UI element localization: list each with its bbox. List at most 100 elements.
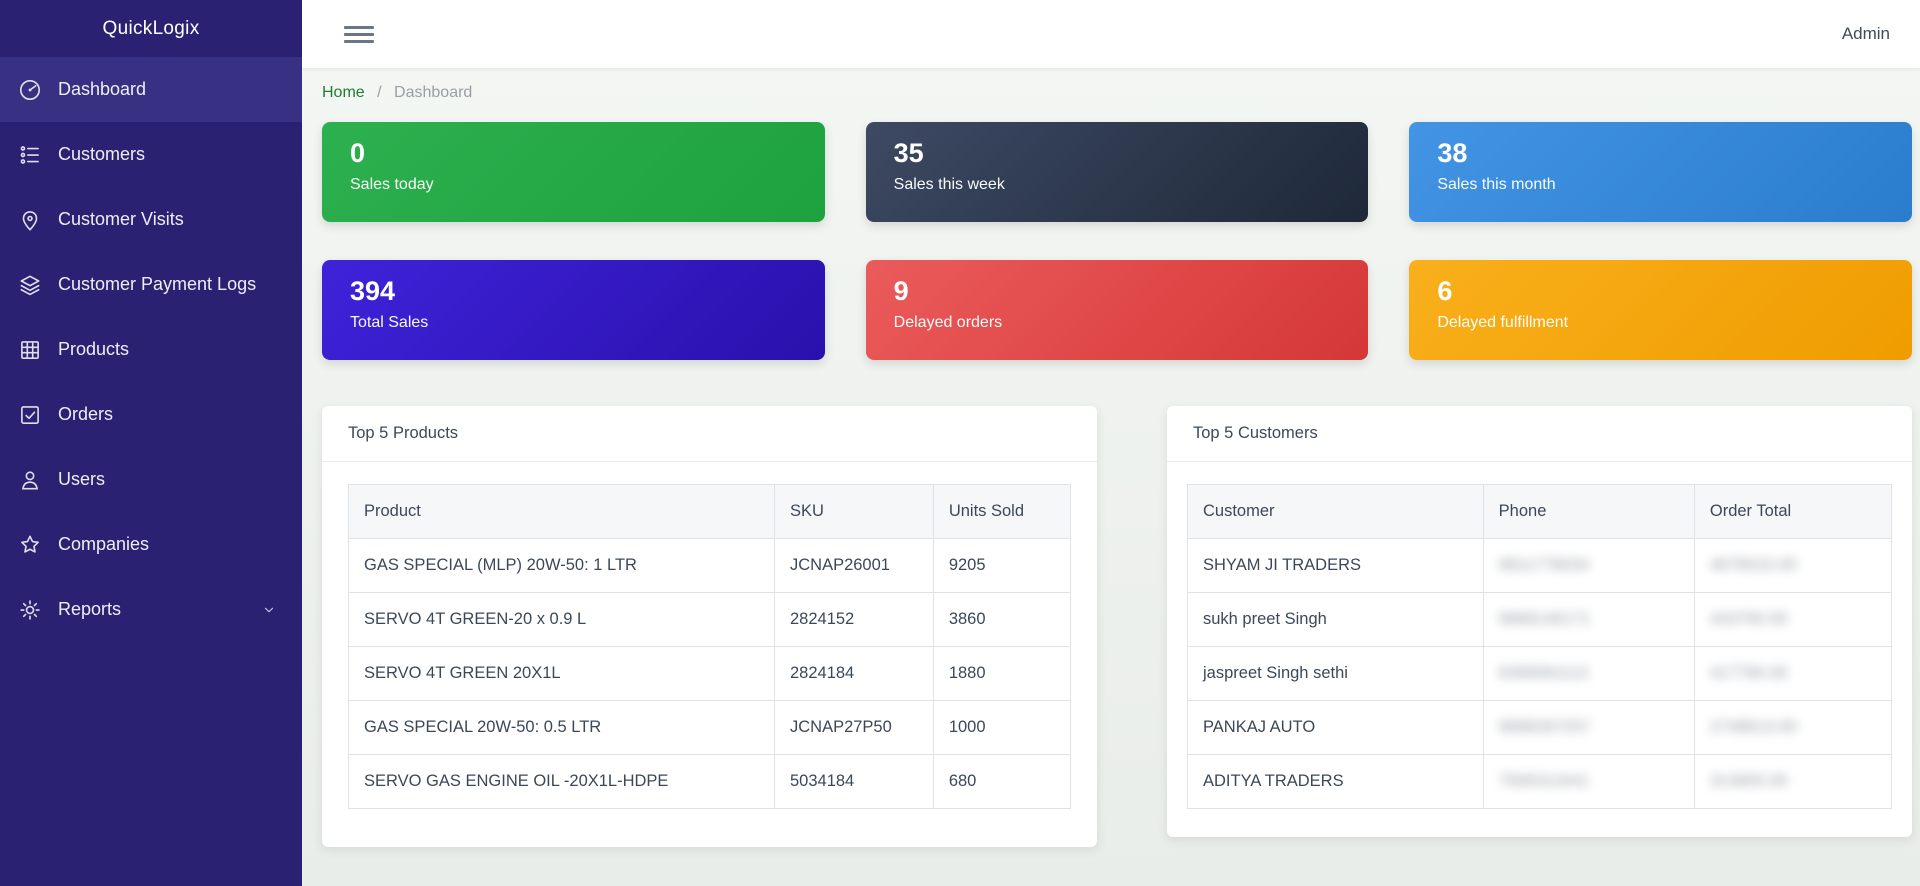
top-products-table: Product SKU Units Sold GAS SPECIAL (MLP)…	[348, 484, 1072, 809]
top-customers-table: Customer Phone Order Total SHYAM JI TRAD…	[1187, 484, 1893, 809]
sidebar-item-customer-visits[interactable]: Customer Visits	[0, 187, 302, 252]
order-check-icon	[17, 402, 43, 428]
column-header-order-total: Order Total	[1693, 484, 1893, 539]
admin-menu[interactable]: Admin	[1841, 24, 1890, 43]
stat-label: Sales this month	[1437, 176, 1556, 193]
phone-cell-blurred: 9888146171	[1482, 592, 1695, 647]
table-row: jaspreet Singh sethi 8368081113 417780.0…	[1187, 646, 1893, 701]
star-icon	[17, 532, 43, 558]
table-row: SERVO GAS ENGINE OIL -20X1L-HDPE 5034184…	[348, 754, 1072, 809]
stat-card-delayed-fulfillment: 6 Delayed fulfillment	[1409, 260, 1912, 360]
chevron-down-icon	[262, 603, 276, 617]
product-cell: SERVO 4T GREEN 20X1L	[348, 646, 775, 701]
order-total-cell-blurred: 2748613.00	[1693, 700, 1893, 755]
product-cell: SERVO GAS ENGINE OIL -20X1L-HDPE	[348, 754, 775, 809]
sidebar-item-orders[interactable]: Orders	[0, 382, 302, 447]
layers-icon	[17, 272, 43, 298]
top-bar: Admin	[302, 0, 1920, 68]
product-cell: SERVO 4T GREEN-20 x 0.9 L	[348, 592, 775, 647]
sku-cell: 5034184	[773, 754, 934, 809]
column-header-customer: Customer	[1187, 484, 1484, 539]
sidebar-item-users[interactable]: Users	[0, 447, 302, 512]
stat-card-sales-this-month: 38 Sales this month	[1409, 122, 1912, 222]
sidebar-item-label: Customer Visits	[58, 209, 184, 229]
top-customers-panel: Top 5 Customers Customer Phone Order Tot…	[1167, 406, 1912, 837]
sidebar-item-dashboard[interactable]: Dashboard	[0, 57, 302, 122]
phone-cell-blurred: 8368081113	[1482, 646, 1695, 701]
sidebar-item-reports[interactable]: Reports	[0, 577, 302, 642]
product-cell: GAS SPECIAL (MLP) 20W-50: 1 LTR	[348, 538, 775, 593]
main-content: Home / Dashboard 0 Sales today 35 Sales …	[302, 68, 1920, 886]
units-cell: 680	[932, 754, 1072, 809]
stat-label: Delayed orders	[893, 314, 1003, 331]
stat-label: Total Sales	[350, 314, 429, 331]
table-row: ADITYA TRADERS 7906311641 313805.00	[1187, 754, 1893, 809]
sidebar-item-products[interactable]: Products	[0, 317, 302, 382]
sidebar-item-label: Companies	[58, 534, 150, 554]
units-cell: 9205	[932, 538, 1072, 593]
sidebar-item-label: Products	[58, 339, 130, 359]
stat-card-sales-today: 0 Sales today	[322, 122, 825, 222]
phone-cell-blurred: 9811778034	[1482, 538, 1695, 593]
user-icon	[17, 467, 43, 493]
map-pin-icon	[17, 207, 43, 233]
product-cell: GAS SPECIAL 20W-50: 0.5 LTR	[348, 700, 775, 755]
table-row: GAS SPECIAL (MLP) 20W-50: 1 LTR JCNAP260…	[348, 538, 1072, 593]
stat-card-total-sales: 394 Total Sales	[322, 260, 825, 360]
sidebar-item-customer-payment-logs[interactable]: Customer Payment Logs	[0, 252, 302, 317]
list-icon	[17, 142, 43, 168]
stat-value: 6	[1437, 276, 1453, 306]
grid-icon	[17, 337, 43, 363]
panel-title: Top 5 Products	[322, 406, 1097, 462]
breadcrumb-current: Dashboard	[394, 84, 473, 101]
table-row: PANKAJ AUTO 9888287257 2748613.00	[1187, 700, 1893, 755]
stat-label: Sales this week	[893, 176, 1005, 193]
table-row: GAS SPECIAL 20W-50: 0.5 LTR JCNAP27P50 1…	[348, 700, 1072, 755]
sidebar-item-label: Dashboard	[58, 79, 147, 99]
sidebar-item-customers[interactable]: Customers	[0, 122, 302, 187]
column-header-product: Product	[348, 484, 775, 539]
stat-value: 35	[893, 138, 924, 168]
gear-icon	[17, 597, 43, 623]
order-total-cell-blurred: 313805.00	[1693, 754, 1893, 809]
gauge-icon	[17, 77, 43, 103]
stat-label: Delayed fulfillment	[1437, 314, 1569, 331]
order-total-cell-blurred: 4678010.00	[1693, 538, 1893, 593]
column-header-sku: SKU	[773, 484, 934, 539]
order-total-cell-blurred: 417780.00	[1693, 646, 1893, 701]
units-cell: 1880	[932, 646, 1072, 701]
table-header-row: Product SKU Units Sold	[348, 484, 1072, 539]
stat-value: 0	[350, 138, 366, 168]
stat-card-delayed-orders: 9 Delayed orders	[865, 260, 1369, 360]
panels-row: Top 5 Products Product SKU Units Sold	[322, 406, 1912, 847]
stat-value: 9	[893, 276, 909, 306]
hamburger-icon[interactable]	[344, 22, 374, 47]
customer-cell: jaspreet Singh sethi	[1187, 646, 1484, 701]
sidebar-item-companies[interactable]: Companies	[0, 512, 302, 577]
table-row: SERVO 4T GREEN 20X1L 2824184 1880	[348, 646, 1072, 701]
sidebar-item-label: Users	[58, 469, 106, 489]
phone-cell-blurred: 9888287257	[1482, 700, 1695, 755]
sidebar-item-label: Customer Payment Logs	[58, 274, 257, 294]
sidebar-item-label: Orders	[58, 404, 114, 424]
stat-value: 394	[350, 276, 396, 306]
breadcrumb-separator: /	[377, 84, 382, 101]
customer-cell: ADITYA TRADERS	[1187, 754, 1484, 809]
units-cell: 3860	[932, 592, 1072, 647]
column-header-phone: Phone	[1482, 484, 1695, 539]
phone-cell-blurred: 7906311641	[1482, 754, 1695, 809]
top-products-panel: Top 5 Products Product SKU Units Sold	[322, 406, 1097, 847]
order-total-cell-blurred: 433760.00	[1693, 592, 1893, 647]
sku-cell: 2824152	[773, 592, 934, 647]
stat-card-sales-this-week: 35 Sales this week	[865, 122, 1369, 222]
sku-cell: JCNAP27P50	[773, 700, 934, 755]
customer-cell: PANKAJ AUTO	[1187, 700, 1484, 755]
brand-logo[interactable]: QuickLogix	[102, 18, 200, 39]
stat-label: Sales today	[350, 176, 434, 193]
breadcrumb: Home / Dashboard	[322, 84, 1912, 102]
sku-cell: JCNAP26001	[773, 538, 934, 593]
breadcrumb-home-link[interactable]: Home	[322, 84, 365, 101]
sidebar-item-label: Reports	[58, 599, 122, 619]
table-row: sukh preet Singh 9888146171 433760.00	[1187, 592, 1893, 647]
